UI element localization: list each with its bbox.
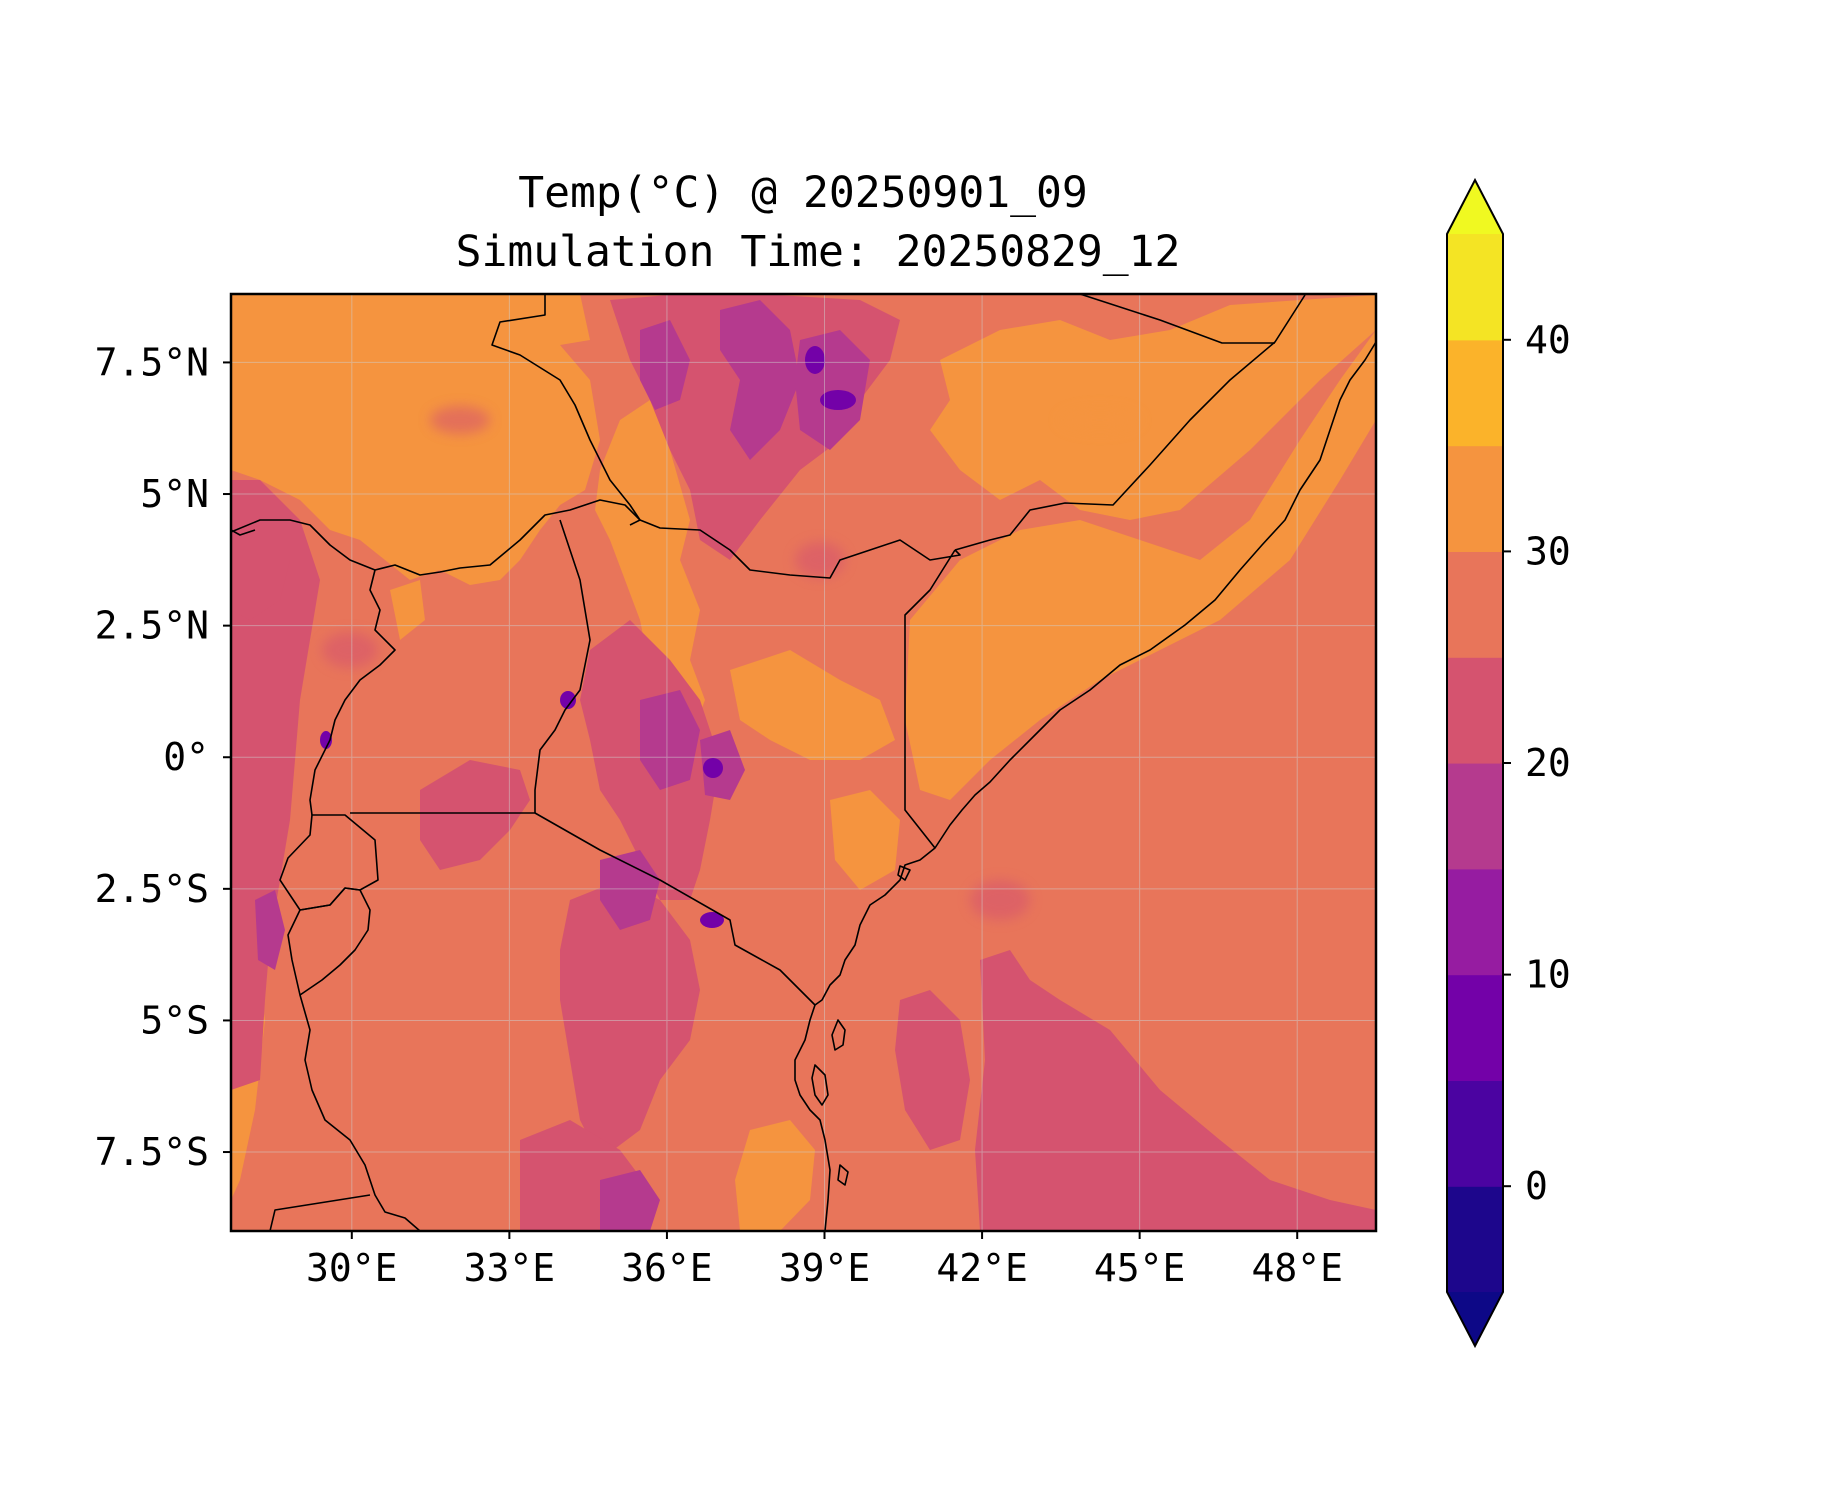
spot-mt-elgon bbox=[560, 691, 576, 709]
map-frame bbox=[229, 292, 1378, 1233]
colorbar-over-triangle bbox=[1447, 180, 1503, 234]
island-mafia bbox=[837, 1164, 849, 1186]
colorbar-level-3 bbox=[1447, 868, 1503, 976]
region-warm-kenya-coast bbox=[830, 790, 900, 890]
x-axis: 30°E 33°E 36°E 39°E 42°E 45°E 48°E bbox=[306, 1231, 1343, 1290]
coastline bbox=[794, 341, 1376, 1231]
region-cool-congo bbox=[231, 520, 290, 620]
colorbar-tick-label-1: 10 bbox=[1525, 953, 1571, 997]
y-tick-label-5: 5°S bbox=[140, 998, 209, 1042]
colorbar: 0 10 20 30 40 bbox=[1446, 177, 1571, 1349]
border-ethiopia-somalia bbox=[954, 294, 1306, 551]
region-warm-kenya-east bbox=[730, 650, 895, 760]
patch-rift-west bbox=[255, 890, 285, 970]
patch-tanzania-2 bbox=[600, 1170, 660, 1231]
colorbar-level-7 bbox=[1447, 445, 1503, 552]
y-tick-label-3: 0° bbox=[163, 735, 209, 779]
colorbar-level-6 bbox=[1447, 551, 1503, 658]
texture-5 bbox=[970, 880, 1030, 920]
texture-3 bbox=[795, 542, 845, 578]
colorbar-level-1 bbox=[1447, 1080, 1503, 1187]
region-warm-north bbox=[231, 294, 600, 585]
region-cool-western-rift bbox=[231, 480, 320, 1090]
map-panel bbox=[231, 294, 1376, 1231]
region-warm-tanzania-sw bbox=[735, 1120, 815, 1231]
border-tanzania-west bbox=[299, 994, 421, 1231]
region-warm-somalia bbox=[905, 330, 1376, 800]
colorbar-tick-label-2: 20 bbox=[1525, 741, 1571, 785]
y-axis: 7.5°N 5°N 2.5°N 0° 2.5°S 5°S 7.5°S bbox=[95, 340, 231, 1174]
colorbar-level-0 bbox=[1447, 1186, 1503, 1293]
colorbar-under-triangle bbox=[1447, 1292, 1503, 1346]
border-burundi bbox=[287, 887, 371, 996]
y-tick-label-0: 7.5°N bbox=[95, 340, 209, 384]
patch-ethiopia-1 bbox=[720, 300, 800, 460]
patch-kenya-1 bbox=[640, 690, 700, 790]
colorbar-level-9 bbox=[1447, 234, 1503, 341]
region-cool-lake-victoria bbox=[420, 760, 530, 870]
x-tick-label-4: 42°E bbox=[936, 1246, 1028, 1290]
spot-mt-kenya bbox=[703, 758, 723, 778]
x-tick-label-0: 30°E bbox=[306, 1246, 398, 1290]
title-line-1: Temp(°C) @ 20250901_09 bbox=[518, 168, 1088, 218]
spot-rwenzori bbox=[320, 731, 332, 749]
border-kenya-ethiopia bbox=[639, 519, 961, 579]
y-tick-label-2: 2.5°N bbox=[95, 604, 209, 648]
border-uganda-kenya bbox=[534, 519, 591, 813]
texture-1 bbox=[430, 406, 490, 434]
region-warm-uganda-spot bbox=[390, 580, 425, 640]
border-drc-west bbox=[231, 529, 256, 536]
patch-ethiopia-3 bbox=[640, 320, 690, 410]
coastline-east-africa bbox=[794, 341, 1376, 1231]
region-cool-ocean-band bbox=[895, 990, 970, 1150]
colorbar-tick-label-0: 0 bbox=[1525, 1164, 1548, 1208]
spot-bale bbox=[805, 346, 825, 374]
texture-4 bbox=[1060, 408, 1140, 432]
border-somaliland bbox=[1079, 294, 1275, 344]
colorbar-level-5 bbox=[1447, 657, 1503, 764]
colorbar-level-8 bbox=[1447, 339, 1503, 447]
y-tick-label-6: 7.5°S bbox=[95, 1130, 209, 1174]
island-lamu bbox=[897, 865, 911, 881]
border-tanzania-zambia bbox=[269, 1194, 371, 1231]
colorbar-level-4 bbox=[1447, 763, 1503, 870]
x-tick-label-2: 36°E bbox=[621, 1246, 713, 1290]
border-south-sudan-ethiopia bbox=[491, 294, 641, 526]
title-line-2: Simulation Time: 20250829_12 bbox=[456, 227, 1181, 277]
colorbar-tick-label-3: 30 bbox=[1525, 529, 1571, 573]
patch-tanzania-1 bbox=[600, 850, 660, 930]
border-kenya-somalia bbox=[904, 549, 956, 849]
border-kenya-tanzania bbox=[534, 812, 816, 1006]
x-tick-label-6: 48°E bbox=[1251, 1246, 1343, 1290]
island-pemba bbox=[831, 1019, 846, 1051]
spot-simien bbox=[820, 390, 856, 410]
colorbar-level-2 bbox=[1447, 974, 1503, 1081]
colorbar-tick-label-4: 40 bbox=[1525, 318, 1571, 362]
gridlines bbox=[231, 294, 1376, 1231]
contour-texture bbox=[322, 406, 1140, 920]
texture-2 bbox=[322, 632, 378, 668]
y-tick-label-1: 5°N bbox=[140, 472, 209, 516]
colorbar-outline bbox=[1446, 177, 1504, 1349]
border-uganda-drc bbox=[309, 569, 396, 816]
x-tick-label-5: 45°E bbox=[1094, 1246, 1186, 1290]
contour-5-15 bbox=[320, 346, 856, 928]
spot-kilimanjaro bbox=[700, 912, 724, 928]
region-warm-rift-band bbox=[595, 400, 705, 740]
x-tick-label-1: 33°E bbox=[464, 1246, 556, 1290]
country-borders bbox=[231, 294, 1306, 1231]
island-zanzibar bbox=[811, 1064, 829, 1106]
x-tick-label-3: 39°E bbox=[779, 1246, 871, 1290]
y-tick-label-4: 2.5°S bbox=[95, 867, 209, 911]
border-south-sudan-uganda bbox=[231, 499, 641, 576]
